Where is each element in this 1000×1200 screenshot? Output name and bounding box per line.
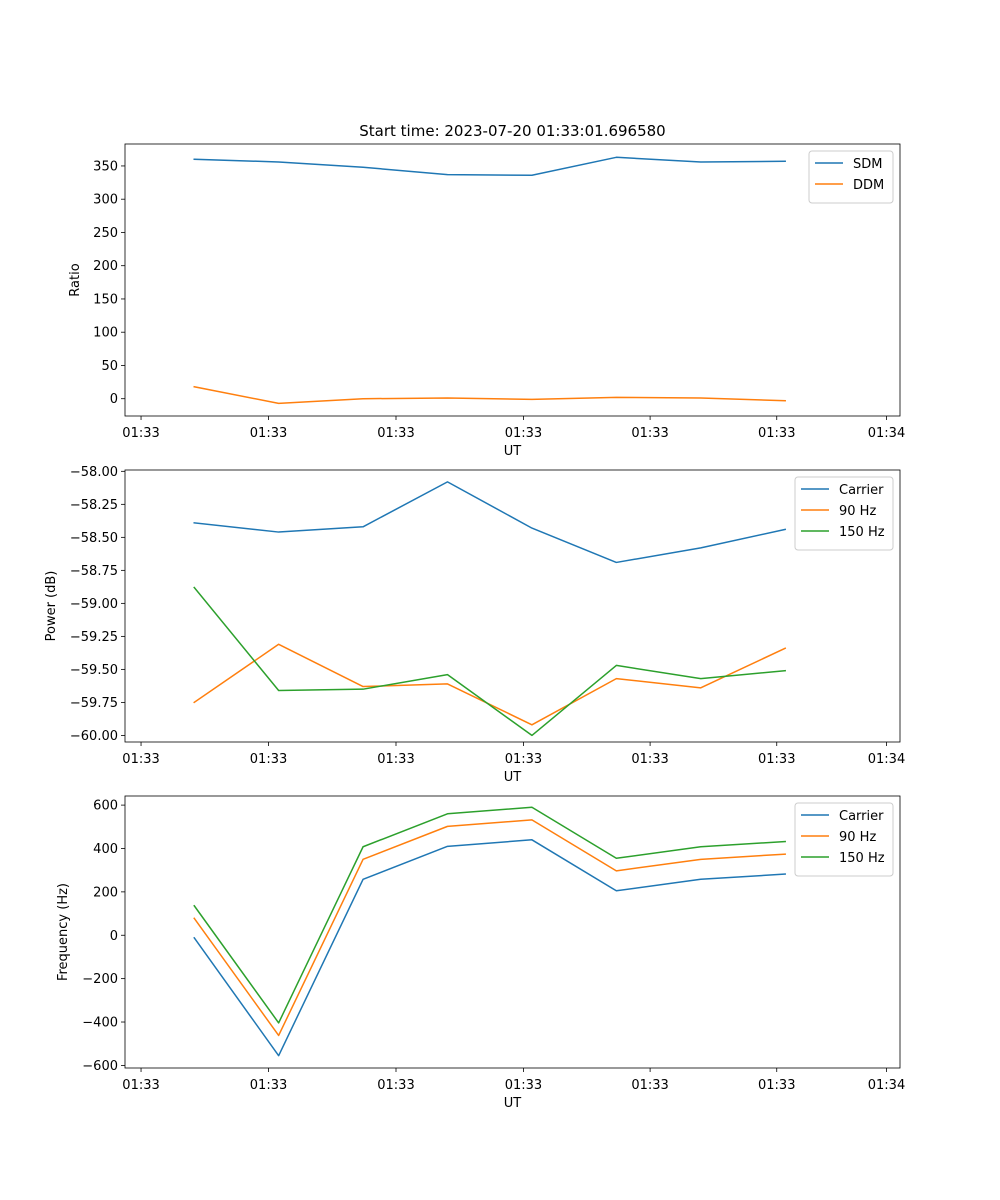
axes-frame — [124, 143, 901, 417]
series-line-150-hz — [193, 806, 786, 1024]
series-line-carrier — [193, 839, 786, 1057]
x-tick-label: 01:33 — [377, 426, 414, 441]
x-tick-label: 01:33 — [758, 426, 795, 441]
y-tick-label: 600 — [93, 799, 118, 814]
chart-panel-1: 01:33 01:33 01:33 01:33 01:33 01:33 01:34 0 50 10… — [68, 143, 905, 459]
y-tick-label: 250 — [93, 226, 118, 241]
x-tick-label: 01:33 — [758, 752, 795, 767]
y-tick-label: 100 — [93, 326, 118, 341]
legend: Carrier 90 Hz 150 Hz — [794, 476, 894, 551]
x-axis-label: UT — [504, 770, 522, 785]
series-line-90-hz — [193, 643, 787, 726]
x-tick-label: 01:33 — [631, 426, 668, 441]
y-tick-label: −200 — [82, 972, 118, 987]
legend-label: SDM — [853, 157, 882, 172]
y-tick-label: 350 — [93, 159, 118, 174]
x-tick-label: 01:33 — [122, 752, 159, 767]
series-line-90-hz — [193, 819, 786, 1037]
x-tick-label: 01:33 — [122, 426, 159, 441]
x-tick-label: 01:33 — [505, 752, 542, 767]
y-tick-label: −600 — [82, 1059, 118, 1074]
x-tick-label: 01:33 — [505, 426, 542, 441]
y-tick-label: 150 — [93, 292, 118, 307]
y-tick-label: 300 — [93, 193, 118, 208]
x-tick-label: 01:33 — [377, 752, 414, 767]
x-tick-label: 01:33 — [505, 1078, 542, 1093]
axes-frame — [124, 795, 901, 1069]
y-axis-label: Frequency (Hz) — [56, 883, 71, 981]
y-tick-label: −400 — [82, 1016, 118, 1031]
figure-title: Start time: 2023-07-20 01:33:01.696580 — [359, 122, 665, 140]
chart-panel-3: 01:33 01:33 01:33 01:33 01:33 01:33 01:34 −600 −… — [56, 795, 905, 1111]
x-tick-label: 01:33 — [250, 1078, 287, 1093]
legend-label: Carrier — [839, 483, 884, 498]
y-tick-label: −58.75 — [70, 564, 118, 579]
x-tick-label: 01:33 — [122, 1078, 159, 1093]
y-tick-label: −60.00 — [70, 729, 118, 744]
series-line-carrier — [193, 481, 787, 564]
x-tick-label: 01:34 — [868, 1078, 905, 1093]
y-tick-label: 400 — [93, 842, 118, 857]
y-axis-label: Power (dB) — [44, 571, 59, 642]
x-tick-label: 01:33 — [631, 752, 668, 767]
y-tick-label: −59.25 — [70, 630, 118, 645]
y-tick-label: 0 — [110, 392, 118, 407]
y-tick-label: −58.25 — [70, 498, 118, 513]
axes-frame — [124, 469, 901, 743]
y-axis-label: Ratio — [68, 263, 83, 296]
y-tick-label: −59.75 — [70, 696, 118, 711]
series-line-ddm — [193, 385, 786, 405]
series-line-150-hz — [193, 586, 787, 737]
y-tick-label: −58.50 — [70, 531, 118, 546]
x-tick-label: 01:34 — [868, 426, 905, 441]
legend-label: 150 Hz — [839, 525, 885, 540]
y-tick-label: −59.50 — [70, 663, 118, 678]
x-axis-label: UT — [504, 1096, 522, 1111]
y-tick-label: 50 — [101, 359, 118, 374]
legend-label: DDM — [853, 178, 884, 193]
legend: Carrier 90 Hz 150 Hz — [794, 802, 894, 877]
legend-label: 90 Hz — [839, 504, 876, 519]
x-tick-label: 01:33 — [250, 426, 287, 441]
x-tick-label: 01:33 — [377, 1078, 414, 1093]
y-tick-label: 200 — [93, 259, 118, 274]
legend: SDM DDM — [808, 150, 894, 204]
x-tick-label: 01:33 — [250, 752, 287, 767]
x-tick-label: 01:34 — [868, 752, 905, 767]
legend-label: 90 Hz — [839, 830, 876, 845]
panels: 01:33 01:33 01:33 01:33 01:33 01:33 01:34 0 50 10… — [44, 143, 905, 1111]
y-tick-label: 200 — [93, 885, 118, 900]
series-line-sdm — [193, 156, 786, 177]
y-tick-label: −59.00 — [70, 597, 118, 612]
legend-box — [808, 150, 894, 204]
y-tick-label: 0 — [110, 929, 118, 944]
y-tick-label: −58.00 — [70, 465, 118, 480]
legend-label: Carrier — [839, 809, 884, 824]
x-tick-label: 01:33 — [758, 1078, 795, 1093]
x-axis-label: UT — [504, 444, 522, 459]
legend-label: 150 Hz — [839, 851, 885, 866]
x-tick-label: 01:33 — [631, 1078, 668, 1093]
chart-panel-2: 01:33 01:33 01:33 01:33 01:33 01:33 01:34 −60.0… — [44, 465, 905, 785]
